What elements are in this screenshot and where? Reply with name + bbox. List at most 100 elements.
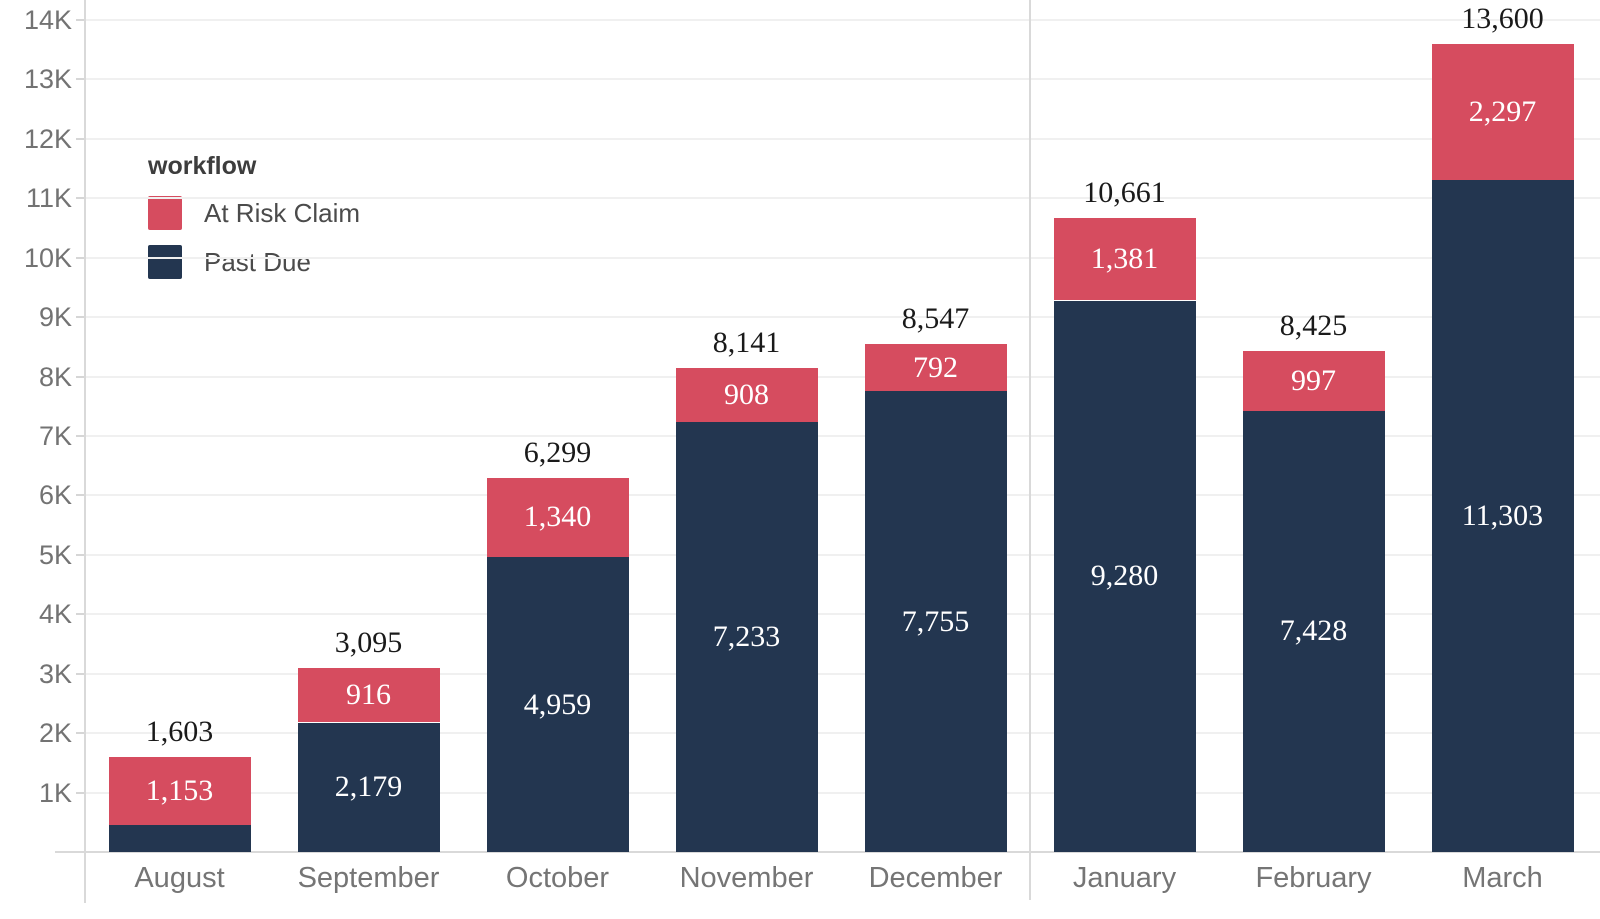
bar-segment-at-risk-claim[interactable]: 1,381: [1053, 218, 1196, 301]
x-axis-label: November: [679, 862, 814, 894]
bar-segment-at-risk-claim[interactable]: 908: [675, 368, 818, 423]
at-risk-claim-value-label: 997: [1291, 363, 1336, 397]
past-due-value-label: 4,959: [523, 687, 592, 721]
y-axis-tick-label: 3K: [38, 658, 72, 689]
past-due-swatch-icon: [148, 245, 182, 279]
legend-title: workflow: [148, 152, 257, 180]
at-risk-claim-value-label: 792: [913, 350, 958, 384]
bar-segment-at-risk-claim[interactable]: 792: [864, 344, 1007, 392]
bar-segment-past-due[interactable]: 7,755: [864, 391, 1007, 852]
y-gridline: [85, 197, 1600, 200]
at-risk-claim-value-label: 1,381: [1090, 242, 1159, 276]
at-risk-claim-value-label: 1,340: [523, 500, 592, 534]
y-axis-tick-label: 14K: [23, 5, 72, 35]
bar-total-label: 10,661: [1083, 176, 1166, 210]
y-tick-mark: [76, 732, 84, 735]
bar-segment-past-due[interactable]: 7,428: [1242, 410, 1385, 852]
past-due-value-label: 7,755: [901, 604, 970, 638]
y-tick-mark: [76, 78, 84, 81]
y-axis-tick-label: 12K: [23, 123, 72, 154]
at-risk-claim-swatch-icon: [148, 196, 182, 230]
y-tick-mark: [76, 435, 84, 437]
y-tick-mark: [76, 137, 84, 140]
at-risk-claim-value-label: 2,297: [1468, 95, 1537, 129]
y-tick-mark: [76, 375, 84, 378]
bar-segment-at-risk-claim[interactable]: 997: [1242, 351, 1385, 411]
bar-segment-at-risk-claim[interactable]: 2,297: [1431, 43, 1574, 181]
bar-total-label: 13,600: [1461, 1, 1544, 35]
y-gridline: [85, 732, 1600, 735]
y-tick-mark: [76, 553, 84, 556]
past-due-value-label: 9,280: [1090, 559, 1159, 593]
at-risk-claim-value-label: 916: [346, 678, 391, 712]
bar-segment-at-risk-claim[interactable]: 1,153: [108, 756, 251, 826]
y-axis-tick-label: 6K: [38, 480, 72, 511]
y-gridline: [85, 78, 1600, 81]
legend-item-label: At Risk Claim: [204, 197, 361, 228]
y-tick-mark: [76, 256, 84, 259]
y-axis-tick-label: 11K: [25, 183, 72, 214]
past-due-value-label: 7,428: [1279, 614, 1348, 648]
y-gridline: [85, 672, 1600, 675]
past-due-value-label: 11,303: [1461, 499, 1544, 533]
bar-segment-past-due[interactable]: 2,179: [297, 722, 440, 852]
y-gridline: [85, 19, 1600, 21]
y-gridline: [85, 494, 1600, 497]
bar-segment-at-risk-claim[interactable]: 916: [297, 668, 440, 723]
y-tick-mark: [76, 672, 84, 675]
past-due-value-label: 2,179: [334, 770, 403, 804]
y-gridline: [85, 375, 1600, 378]
x-axis-label: September: [297, 862, 440, 894]
y-tick-mark: [76, 197, 84, 200]
y-tick-mark: [76, 316, 84, 319]
bar-segment-past-due[interactable]: [108, 825, 251, 852]
y-axis-tick-label: 10K: [23, 242, 72, 273]
bar-segment-at-risk-claim[interactable]: 1,340: [486, 477, 629, 558]
at-risk-claim-value-label: 908: [724, 378, 769, 412]
bar-total-label: 8,547: [901, 302, 970, 336]
chart-legend: workflow At Risk Claim Past Due: [148, 152, 360, 294]
bar-total-label: 1,603: [145, 714, 214, 748]
y-gridline: [85, 256, 1600, 259]
x-axis-label: March: [1462, 862, 1543, 894]
y-gridline: [85, 791, 1600, 794]
bar-total-label: 6,299: [523, 435, 592, 469]
x-axis-line: [55, 851, 1600, 853]
x-axis-label: October: [505, 862, 610, 894]
y-tick-mark: [76, 19, 84, 21]
y-axis-tick-label: 2K: [38, 718, 72, 749]
bar-total-label: 8,141: [712, 326, 781, 360]
y-axis-tick-label: 7K: [38, 421, 72, 451]
legend-item-at-risk-claim[interactable]: At Risk Claim: [148, 196, 360, 230]
y-tick-mark: [76, 494, 84, 497]
legend-item-label: Past Due: [204, 246, 311, 277]
y-gridline: [85, 553, 1600, 556]
y-axis-tick-label: 8K: [38, 361, 72, 392]
bar-segment-past-due[interactable]: 4,959: [486, 557, 629, 852]
x-axis-label: February: [1255, 862, 1372, 894]
y-gridline: [85, 316, 1600, 319]
x-axis-label: December: [868, 862, 1003, 894]
bar-total-label: 3,095: [334, 626, 403, 660]
bar-segment-past-due[interactable]: 11,303: [1431, 180, 1574, 852]
legend-item-past-due[interactable]: Past Due: [148, 245, 360, 279]
y-axis-tick-label: 9K: [38, 302, 72, 333]
x-axis-label: August: [134, 862, 225, 894]
y-gridline: [85, 137, 1600, 140]
y-tick-mark: [76, 791, 84, 794]
y-gridline: [85, 435, 1600, 437]
x-axis-label: January: [1072, 862, 1177, 894]
panel-separator-line: [1029, 0, 1031, 900]
y-tick-mark: [76, 613, 84, 616]
past-due-value-label: 7,233: [712, 620, 781, 654]
y-axis-tick-label: 13K: [23, 64, 72, 95]
y-axis-tick-label: 1K: [38, 777, 72, 808]
at-risk-claim-value-label: 1,153: [145, 773, 214, 807]
bar-segment-past-due[interactable]: 9,280: [1053, 300, 1196, 852]
y-axis-line: [84, 0, 86, 903]
y-axis-tick-label: 5K: [38, 539, 72, 570]
y-gridline: [85, 613, 1600, 616]
y-axis-tick-label: 4K: [38, 599, 72, 630]
bar-segment-past-due[interactable]: 7,233: [675, 422, 818, 852]
